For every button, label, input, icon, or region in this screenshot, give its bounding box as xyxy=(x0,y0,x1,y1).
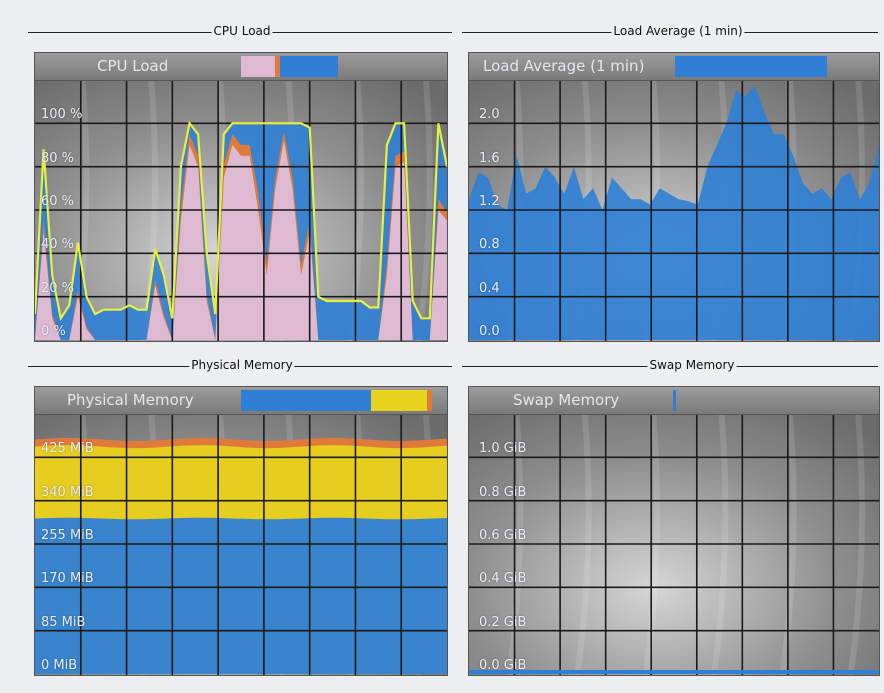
load-y-tick-label: 0.0 xyxy=(479,324,500,339)
swap-memory-title-row: Swap Memory xyxy=(462,356,878,376)
cpu-graph-canvas xyxy=(35,53,447,341)
load-average-area xyxy=(469,85,879,341)
load-y-tick-label: 1.2 xyxy=(479,194,500,209)
load-y-tick-label: 0.4 xyxy=(479,280,500,296)
load-y-tick-label: 2.0 xyxy=(479,107,500,123)
phys-y-tick-label: 170 MiB xyxy=(41,571,94,587)
load-y-tick-label: 0.8 xyxy=(479,237,500,253)
load-load-legend-bar xyxy=(675,56,827,77)
phys-header: Physical Memory xyxy=(35,387,447,415)
swap-memory-panel: Swap Memory Swap Memory 0.0 GiB 0.2 GiB 0.4… xyxy=(462,356,880,676)
phys-buffers-legend-bar xyxy=(427,390,432,411)
load-y-tick-label: 1.6 xyxy=(479,150,500,166)
physical-memory-title-row: Physical Memory xyxy=(28,356,452,376)
cpu-user-legend-bar xyxy=(241,56,275,77)
swap-y-tick-label: 0.8 GiB xyxy=(479,484,527,500)
swap-y-tick-label: 0.4 GiB xyxy=(479,571,527,587)
swap-header-label: Swap Memory xyxy=(513,391,620,409)
load-header: Load Average (1 min) xyxy=(469,53,879,81)
load-average-title: Load Average (1 min) xyxy=(611,24,745,38)
swap-y-tick-label: 0.6 GiB xyxy=(479,528,527,543)
phys-application-legend-bar xyxy=(241,390,371,411)
phys-y-tick-label: 255 MiB xyxy=(41,528,94,543)
cpu-load-plot[interactable]: CPU Load 0 % 20 % 40 % 60 % 80 % 100 % xyxy=(34,52,448,342)
swap-used-legend-bar xyxy=(673,390,676,411)
cpu-nice-legend-bar xyxy=(275,56,280,77)
phys-header-label: Physical Memory xyxy=(67,391,194,409)
swap-graph-canvas xyxy=(469,387,879,675)
load-average-title-row: Load Average (1 min) xyxy=(462,22,878,42)
phys-y-tick-label: 0 MiB xyxy=(41,658,78,673)
cpu-y-tick-label: 40 % xyxy=(41,237,75,253)
load-average-plot[interactable]: Load Average (1 min) 0.0 0.4 0.8 1.2 1.6 2.0 xyxy=(468,52,880,342)
cpu-y-tick-label: 60 % xyxy=(41,194,75,209)
phys-y-tick-label: 85 MiB xyxy=(41,614,86,630)
swap-y-tick-label: 1.0 GiB xyxy=(479,441,527,457)
physical-memory-panel: Physical Memory Physical Memory 0 MiB 85 M… xyxy=(28,356,452,676)
background-streak xyxy=(574,387,592,675)
cpu-total-line xyxy=(35,120,447,322)
cpu-y-tick-label: 100 % xyxy=(41,107,83,123)
swap-y-tick-label: 0.2 GiB xyxy=(479,614,527,630)
background-streak xyxy=(711,387,729,675)
cpu-load-panel: CPU Load CPU Load 0 % 20 % 40 % 60 % 80 % 100 … xyxy=(28,22,452,342)
swap-memory-title: Swap Memory xyxy=(647,358,737,372)
cpu-y-tick-label: 80 % xyxy=(41,150,75,166)
plot-background xyxy=(469,387,879,675)
background-streak xyxy=(847,387,866,675)
background-streak xyxy=(506,387,524,675)
swap-memory-plot[interactable]: Swap Memory 0.0 GiB 0.2 GiB 0.4 GiB 0.6 GiB 0… xyxy=(468,386,880,676)
load-header-label: Load Average (1 min) xyxy=(483,57,645,75)
background-streak xyxy=(779,387,797,675)
swap-header: Swap Memory xyxy=(469,387,879,415)
cpu-y-tick-label: 20 % xyxy=(41,280,75,296)
phys-application-area xyxy=(35,517,447,674)
physical-memory-title: Physical Memory xyxy=(189,358,295,372)
cpu-load-title: CPU Load xyxy=(211,24,273,38)
phys-cache-legend-bar xyxy=(371,390,427,411)
cpu-system-legend-bar xyxy=(280,56,338,77)
physical-memory-plot[interactable]: Physical Memory 0 MiB 85 MiB 170 MiB 255 MiB… xyxy=(34,386,448,676)
load-graph-canvas xyxy=(469,53,879,341)
phys-y-tick-label: 425 MiB xyxy=(41,441,94,457)
phys-y-tick-label: 340 MiB xyxy=(41,484,94,500)
background-streak xyxy=(642,387,661,675)
cpu-load-title-row: CPU Load xyxy=(28,22,452,42)
cpu-header: CPU Load xyxy=(35,53,447,81)
cpu-header-label: CPU Load xyxy=(97,57,169,75)
swap-y-tick-label: 0.0 GiB xyxy=(479,658,527,673)
phys-graph-canvas xyxy=(35,387,447,675)
background-streak xyxy=(415,53,433,341)
cpu-user-area xyxy=(35,140,447,340)
load-average-panel: Load Average (1 min) Load Average (1 min… xyxy=(462,22,880,342)
cpu-y-tick-label: 0 % xyxy=(41,324,66,339)
